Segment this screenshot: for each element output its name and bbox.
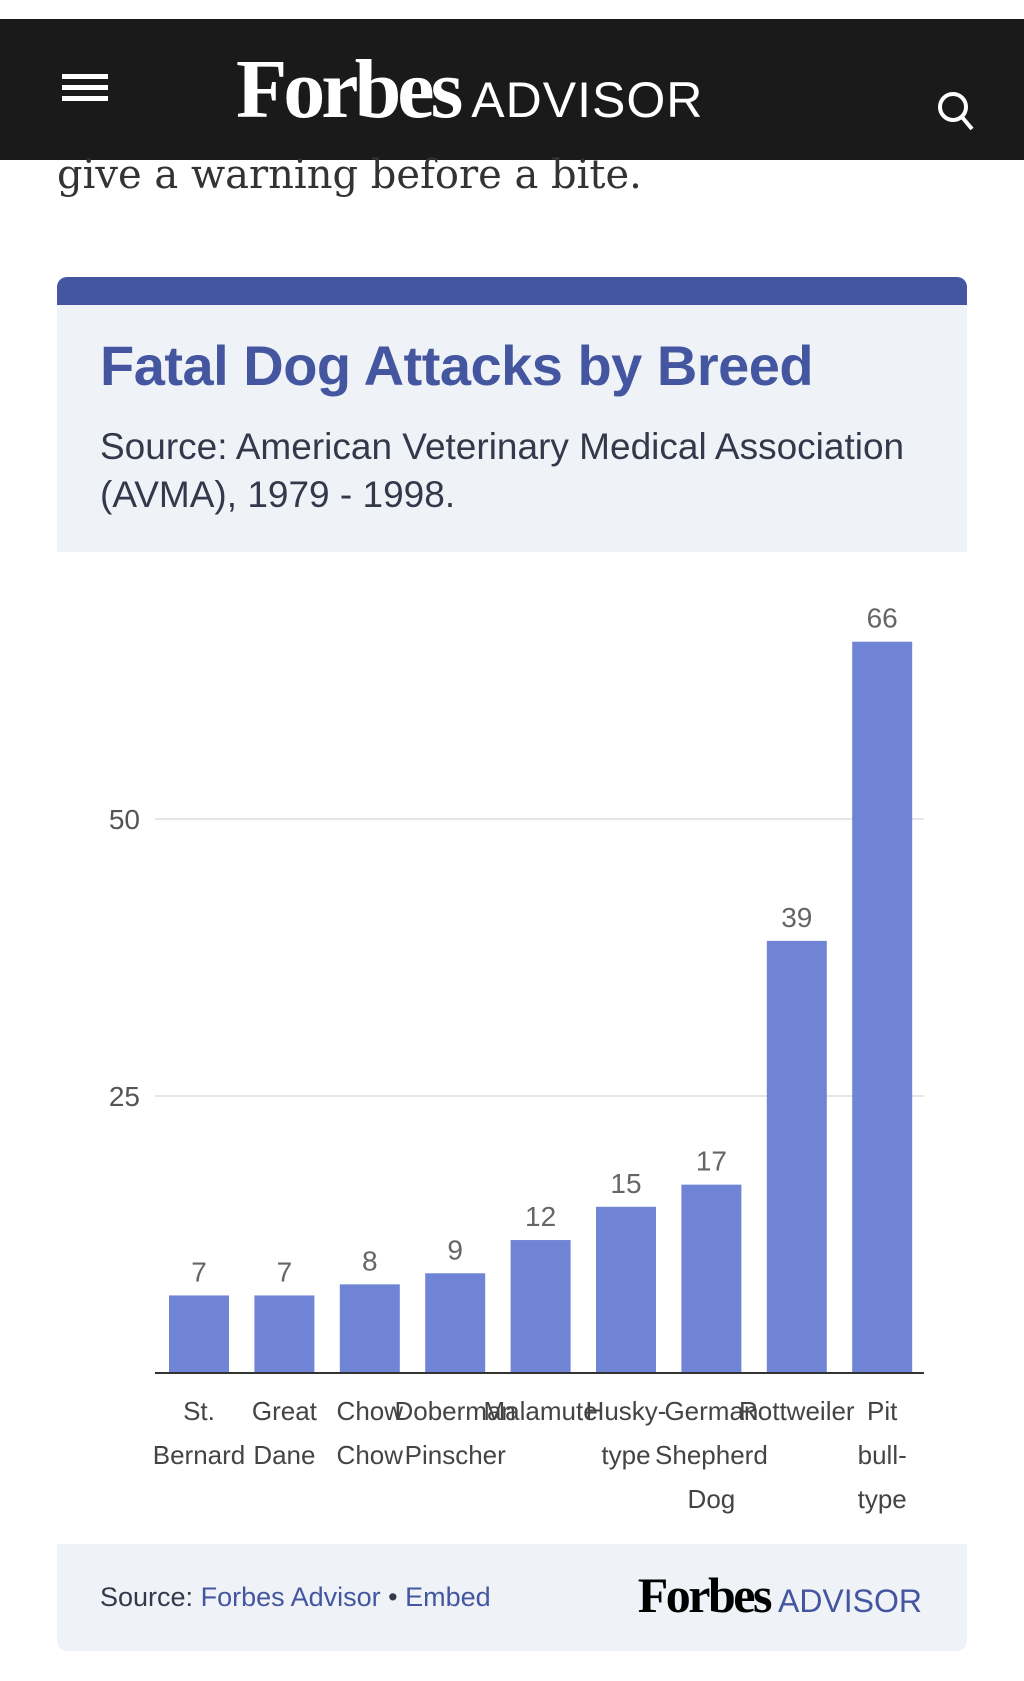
bar <box>339 1284 400 1373</box>
bar <box>510 1240 571 1373</box>
chart-subtitle: Source: American Veterinary Medical Asso… <box>100 426 905 515</box>
forbes-advisor-logo[interactable]: Forbes ADVISOR <box>236 41 703 138</box>
logo-forbes: Forbes <box>236 43 463 136</box>
data-label: 66 <box>867 603 898 634</box>
bar <box>254 1295 315 1373</box>
x-tick-label: St. <box>183 1396 215 1426</box>
x-tick-label: type <box>601 1440 650 1470</box>
footer-logo: Forbes ADVISOR <box>638 1566 922 1624</box>
embed-link[interactable]: Embed <box>405 1582 491 1612</box>
x-tick-label: Shepherd <box>655 1440 768 1470</box>
article-text: give a warning before a bite. <box>57 152 642 198</box>
site-header: Forbes ADVISOR <box>0 19 1024 160</box>
chart-title: Fatal Dog Attacks by Breed <box>100 334 814 397</box>
data-label: 7 <box>277 1256 293 1287</box>
data-label: 39 <box>781 902 812 933</box>
data-label: 8 <box>362 1245 378 1276</box>
card-accent-bar <box>57 277 967 305</box>
x-tick-label: Malamute <box>484 1396 598 1426</box>
footer-logo-advisor: ADVISOR <box>777 1583 922 1619</box>
source-label: Source: <box>100 1582 194 1612</box>
bar <box>169 1295 229 1373</box>
data-label: 17 <box>696 1146 727 1177</box>
bar-chart: 25 50 7 St. Bernard 7 Great Dane 8 Chow Chow 9 Dober… <box>109 603 924 1514</box>
bar <box>596 1206 656 1373</box>
x-tick-label: Husky- <box>586 1396 667 1426</box>
x-tick-label: Chow <box>337 1396 404 1426</box>
x-tick-label: Rottweiler <box>739 1396 855 1426</box>
chart-footer: Source: Forbes Advisor • Embed Forbes ADV… <box>57 1544 967 1651</box>
x-tick-label: German <box>664 1396 758 1426</box>
y-tick-label: 50 <box>109 804 140 835</box>
x-tick-label: Chow <box>337 1440 404 1470</box>
x-tick-label: Dog <box>688 1484 736 1514</box>
bar <box>852 641 913 1373</box>
chart-header: Fatal Dog Attacks by Breed Source: Ameri… <box>57 305 967 552</box>
logo-advisor: ADVISOR <box>471 72 704 128</box>
hamburger-menu-icon[interactable] <box>62 74 108 106</box>
x-tick-label: Great <box>252 1396 318 1426</box>
x-tick-label: bull- <box>858 1440 907 1470</box>
bar <box>766 940 827 1373</box>
bar <box>681 1184 742 1373</box>
source-line: Source: Forbes Advisor • Embed <box>100 1582 491 1613</box>
x-tick-label: Pit <box>867 1396 898 1426</box>
x-tick-label: Dane <box>253 1440 315 1470</box>
data-label: 9 <box>447 1234 463 1265</box>
source-link[interactable]: Forbes Advisor <box>200 1582 381 1612</box>
bar <box>425 1273 486 1373</box>
x-tick-label: Bernard <box>153 1440 246 1470</box>
data-label: 12 <box>525 1201 556 1232</box>
x-tick-label: type <box>858 1484 907 1514</box>
x-tick-label: Doberman <box>394 1396 515 1426</box>
data-label: 15 <box>610 1168 641 1199</box>
search-icon[interactable] <box>936 89 976 133</box>
data-label: 7 <box>191 1256 207 1287</box>
separator: • <box>388 1582 398 1612</box>
x-tick-label: Pinscher <box>405 1440 506 1470</box>
y-tick-label: 25 <box>109 1081 140 1112</box>
footer-logo-forbes: Forbes <box>637 1567 773 1623</box>
